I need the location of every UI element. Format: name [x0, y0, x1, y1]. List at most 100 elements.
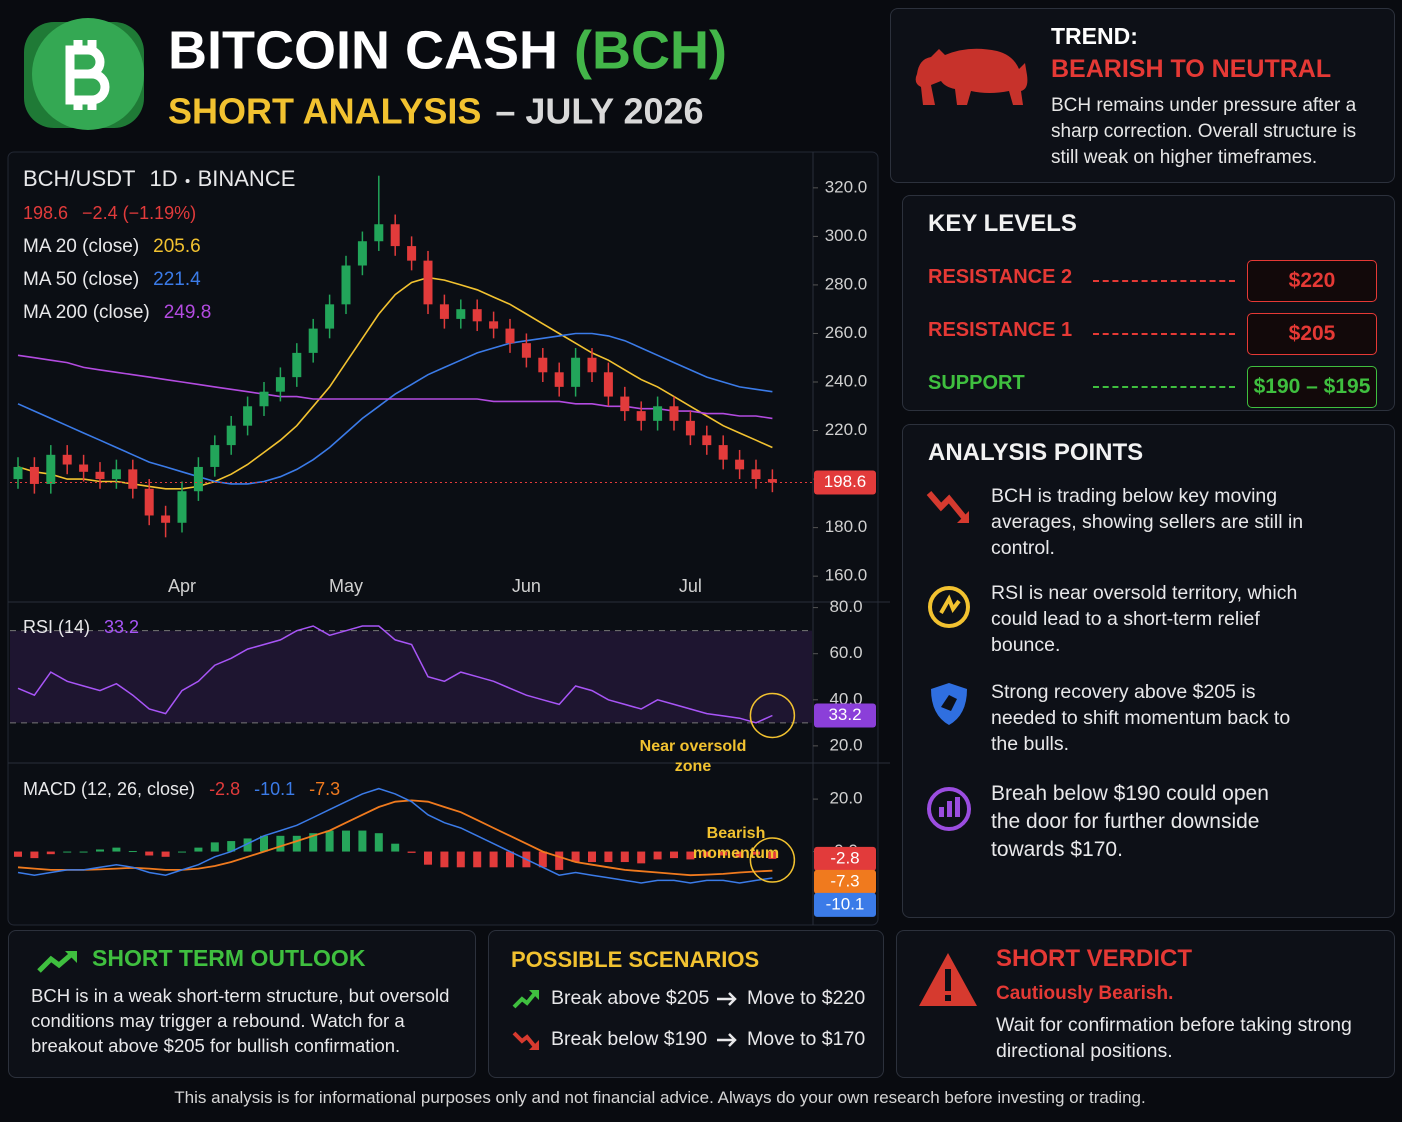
macd-histogram-bar — [210, 842, 219, 852]
candle-body — [718, 445, 728, 460]
macd-histogram-bar — [719, 851, 728, 856]
y-tick-label: 160.0 — [825, 566, 868, 585]
macd-histogram-bar — [112, 847, 121, 852]
macd-histogram-bar — [374, 833, 383, 852]
down-icon — [512, 1031, 539, 1050]
candle-body — [735, 459, 745, 470]
macd-histogram-bar — [391, 843, 400, 852]
legend-text: -2.8 — [209, 779, 240, 799]
y-tick-label: 180.0 — [825, 517, 868, 536]
candle-body — [702, 435, 712, 446]
rsi-zone — [10, 630, 812, 723]
macd-histogram-bar — [735, 851, 744, 858]
candle-body — [357, 241, 367, 266]
candle-body — [521, 343, 531, 358]
macd-histogram-bar — [292, 835, 301, 852]
candle-body — [193, 466, 203, 492]
macd-histogram-bar — [407, 851, 416, 853]
candle-body — [144, 488, 154, 516]
key-levels-title: KEY LEVELS — [928, 210, 1077, 237]
macd-histogram-bar — [145, 851, 154, 856]
macd-line — [17, 787, 773, 884]
value-tag — [814, 892, 876, 917]
x-tick-label: Jul — [679, 576, 702, 596]
x-tick-label: Jun — [512, 576, 541, 596]
y-tick-label: 280.0 — [825, 274, 868, 293]
candle-body — [210, 445, 220, 467]
level-name: SUPPORT — [928, 372, 1025, 394]
macd-histogram-bar — [342, 830, 350, 852]
candle-body — [161, 515, 171, 523]
analysis-card: ANALYSIS POINTS BCH is trading below key… — [902, 424, 1395, 918]
analysis-point: Strong recovery above $205 is needed to … — [991, 681, 1291, 755]
level-price: $205 — [1247, 313, 1377, 355]
y-tick-label: 260.0 — [825, 323, 868, 342]
macd-histogram-bar — [424, 851, 432, 865]
macd-annotation: Bearish momentum — [692, 825, 780, 862]
scenario-condition: Break above $205 — [551, 987, 710, 1009]
macd-histogram-bar — [588, 851, 596, 863]
candle-body — [472, 309, 482, 322]
candle-body — [620, 396, 630, 412]
macd-histogram-bar — [473, 851, 482, 868]
value-tag-label: -7.3 — [830, 871, 859, 890]
candle-body — [587, 357, 597, 373]
legend-text: 221.4 — [153, 269, 201, 290]
analysis-point: RSI is near oversold territory, which co… — [991, 582, 1298, 656]
legend-text: BCH/USDT — [23, 166, 135, 191]
value-tag — [814, 869, 876, 894]
scenario-target: Move to $220 — [747, 987, 866, 1009]
legend-text: 33.2 — [104, 617, 139, 637]
candle-body — [308, 328, 318, 353]
scenario-target: Move to $170 — [747, 1028, 866, 1050]
candle-body — [603, 372, 613, 397]
candle-body — [489, 321, 499, 329]
level-row: SUPPORT $190 – $195 — [903, 366, 1393, 408]
legend-text: 1D — [149, 166, 177, 191]
x-tick-label: May — [329, 576, 363, 596]
y-tick-label: 20.0 — [829, 789, 862, 808]
date: – JULY 2026 — [495, 91, 703, 132]
candle-body — [62, 454, 72, 465]
level-row: RESISTANCE 2 $220 — [903, 260, 1393, 302]
macd-histogram-bar — [161, 851, 170, 857]
macd-histogram-bar — [604, 851, 613, 863]
macd-histogram-bar — [178, 851, 186, 853]
legend-text: −2.4 (−1.19%) — [82, 203, 196, 223]
legend-text: MA 200 (close) — [23, 302, 150, 323]
candle-body — [275, 377, 285, 392]
verdict-subtitle: Cautiously Bearish. — [996, 983, 1174, 1004]
y-tick-label: 300.0 — [825, 226, 868, 245]
macd-histogram-bar — [260, 835, 268, 852]
macd-histogram-bar — [309, 833, 318, 852]
legend-text: MACD (12, 26, close) — [23, 779, 195, 799]
macd-histogram-bar — [489, 851, 498, 868]
macd-histogram-bar — [440, 851, 449, 868]
verdict-title: SHORT VERDICT — [996, 945, 1193, 972]
verdict-card: SHORT VERDICT Cautiously Bearish. Wait f… — [896, 930, 1395, 1078]
macd-histogram-bar — [653, 851, 662, 860]
disclaimer: This analysis is for informational purpo… — [174, 1088, 1146, 1107]
macd-histogram-bar — [670, 851, 678, 859]
candle-body — [751, 469, 761, 480]
trend-text: BCH remains under pressure after a sharp… — [1051, 95, 1357, 168]
arrow — [717, 992, 737, 1006]
value-tag-label: -2.8 — [830, 848, 859, 867]
macd-histogram-bar — [96, 849, 104, 852]
macd-histogram-bar — [14, 851, 22, 857]
scenarios-card: POSSIBLE SCENARIOS Break above $205 Move … — [488, 930, 884, 1078]
scenario-condition: Break below $190 — [551, 1028, 708, 1050]
logo-symbol — [65, 40, 110, 110]
candle-body — [571, 357, 581, 387]
level-price: $190 – $195 — [1247, 366, 1377, 408]
bear-icon — [915, 48, 1028, 105]
macd-histogram-bar — [194, 847, 203, 852]
macd-histogram-bar — [46, 851, 55, 855]
chart-panel — [7, 151, 879, 926]
ma-line — [17, 332, 773, 485]
value-tag — [814, 470, 876, 495]
candle-body — [407, 246, 417, 261]
arrow — [717, 1033, 737, 1047]
candle-body — [111, 469, 121, 480]
